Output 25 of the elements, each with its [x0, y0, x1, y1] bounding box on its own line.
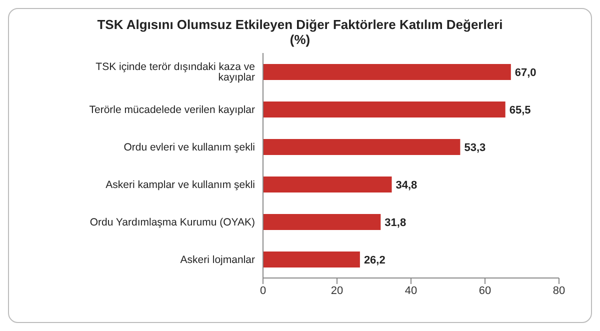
y-tick-label: Ordu evleri ve kullanım şekli [124, 141, 255, 154]
data-label: 65,5 [509, 104, 531, 116]
bar [263, 252, 360, 268]
bar [263, 214, 381, 230]
data-label: 67,0 [514, 66, 536, 79]
data-label: 31,8 [384, 216, 406, 229]
data-label: 34,8 [396, 179, 418, 192]
x-tick-label: 20 [330, 284, 344, 297]
bar [263, 64, 511, 80]
x-tick-label: 0 [260, 284, 266, 297]
chart-subtitle: (%) [288, 32, 312, 47]
bar [263, 102, 506, 118]
y-tick-label: Askeri kamplar ve kullanım şekli [106, 178, 255, 191]
data-label: 53,3 [464, 142, 486, 154]
y-tick-label: TSK içinde terör dışındaki kaza ve kayıplar [96, 61, 256, 84]
y-tick-label: Ordu Yardımlaşma Kurumu (OYAK) [90, 216, 255, 228]
x-tick-label: 60 [478, 284, 492, 297]
data-label: 26,2 [364, 254, 386, 266]
y-tick-label: Terörle mücadelede verilen kayıplar [89, 104, 256, 116]
x-tick-label: 80 [552, 284, 566, 297]
bar [263, 139, 460, 155]
chart-title: TSK Algısını Olumsuz Etkileyen Diğer Faktörlere Katılım Değerleri [96, 17, 504, 32]
y-tick-label: Askeri lojmanlar [180, 254, 256, 266]
bar [263, 176, 392, 192]
x-tick-label: 40 [404, 284, 418, 297]
